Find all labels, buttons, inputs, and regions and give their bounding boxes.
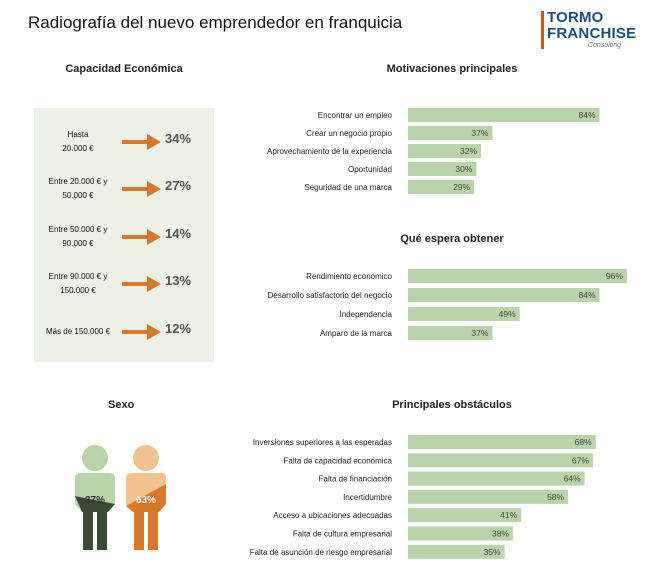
obstaculos-value-label: 68% <box>575 437 592 447</box>
obstaculos-category-label: Incertidumbre <box>343 493 392 502</box>
capacidad-row: Entre 90.000 € y 150.000 € 13% <box>34 267 214 301</box>
obstaculos-title: Principales obstáculos <box>392 399 512 411</box>
motivaciones-category-label: Aprovechamiento de la experiencia <box>267 147 393 156</box>
capacidad-row: Más de 150.000 € 12% <box>34 315 214 349</box>
capacidad-title: Capacidad Económica <box>65 63 183 75</box>
obstaculos-bar <box>408 489 569 504</box>
female-leg-right <box>148 510 158 550</box>
company-logo: TORMO FRANCHISE Consulting <box>541 9 641 53</box>
motivaciones-bar <box>408 144 481 158</box>
arrow-right-icon <box>122 229 161 245</box>
arrow-right-icon <box>122 181 161 197</box>
espera-value-label: 96% <box>606 271 623 281</box>
espera-category-label: Amparo de la marca <box>320 329 393 338</box>
sexo-figures: 37% 63% <box>75 445 166 550</box>
obstaculos-value-label: 38% <box>492 529 509 539</box>
espera-title: Qué espera obtener <box>400 233 504 245</box>
obstaculos-bar <box>408 435 596 449</box>
arrow-right-icon <box>122 324 161 340</box>
male-percentage: 37% <box>85 495 105 506</box>
espera-bar <box>408 269 627 283</box>
obstaculos-value-label: 64% <box>564 474 581 484</box>
logo-line-1: TORMO <box>547 9 604 26</box>
motivaciones-bar <box>408 180 475 194</box>
female-leg-left <box>134 510 144 550</box>
obstaculos-category-label: Inversiones superiores a las esperadas <box>253 438 392 447</box>
logo-accent-bar <box>541 11 544 49</box>
espera-value-label: 49% <box>499 309 516 319</box>
capacidad-percentage: 27% <box>165 178 192 193</box>
female-torso-dark <box>126 484 166 512</box>
obstaculos-bar <box>408 471 585 486</box>
obstaculos-bar <box>408 508 522 523</box>
capacidad-percentage: 12% <box>165 321 192 336</box>
male-leg-right <box>97 510 107 550</box>
obstaculos-value-label: 41% <box>500 510 517 520</box>
male-leg-left <box>83 510 93 550</box>
espera-bar <box>408 326 493 340</box>
capacidad-row: Entre 50.000 € y 90.000 € 14% <box>34 220 214 254</box>
motivaciones-bar <box>408 162 477 176</box>
male-figure-icon: 37% <box>75 445 115 550</box>
obstaculos-category-label: Falta de asunción de riesgo empresarial <box>250 548 393 557</box>
logo-line-2: FRANCHISE <box>547 25 637 42</box>
female-figure-icon: 63% <box>126 445 166 550</box>
obstaculos-category-label: Falta de cultura empresarial <box>293 530 392 539</box>
capacidad-label: Entre 20.000 € y 50.000 € <box>48 177 108 200</box>
capacidad-percentage: 14% <box>165 226 192 241</box>
motivaciones-bar <box>408 108 600 122</box>
capacidad-label: Entre 50.000 € y 90.000 € <box>48 225 108 248</box>
espera-value-label: 84% <box>578 290 595 300</box>
sexo-title: Sexo <box>108 399 135 411</box>
motivaciones-category-label: Encontrar un empleo <box>318 111 393 120</box>
capacidad-percentage: 34% <box>165 131 192 146</box>
obstaculos-bar <box>408 544 505 559</box>
motivaciones-value-label: 30% <box>455 164 472 174</box>
motivaciones-value-label: 32% <box>460 146 477 156</box>
motivaciones-category-label: Seguridad de una marca <box>304 183 392 192</box>
obstaculos-value-label: 35% <box>484 547 501 557</box>
espera-category-label: Independencia <box>340 310 393 319</box>
espera-bar <box>408 288 600 302</box>
espera-category-label: Desarrollo satisfactorio del negocio <box>267 291 392 300</box>
obstaculos-value-label: 58% <box>547 492 564 502</box>
motivaciones-bar <box>408 126 493 140</box>
motivaciones-category-label: Oportunidad <box>348 165 392 174</box>
obstaculos-value-label: 67% <box>572 455 589 465</box>
obstaculos-bar <box>408 453 593 468</box>
motivaciones-value-label: 29% <box>453 182 470 192</box>
male-head <box>82 445 108 471</box>
motivaciones-title: Motivaciones principales <box>386 63 518 75</box>
obstaculos-category-label: Falta de capacidad económica <box>283 456 392 465</box>
capacidad-percentage: 13% <box>165 273 192 288</box>
male-torso-dark <box>75 496 115 512</box>
female-percentage: 63% <box>136 495 156 506</box>
logo-line-3: Consulting <box>587 42 621 49</box>
arrow-right-icon <box>122 134 161 150</box>
obstaculos-bar <box>408 526 513 541</box>
capacidad-label: Más de 150.000 € <box>45 327 111 336</box>
capacidad-label: Hasta 20.000 € <box>62 130 94 153</box>
motivaciones-category-label: Crear un negocio propio <box>306 129 392 138</box>
obstaculos-category-label: Falta de financiación <box>319 475 392 484</box>
female-head <box>133 445 159 471</box>
page-title: Radiografía del nuevo emprendedor en fra… <box>28 13 403 32</box>
obstaculos-category-label: Acceso a ubicaciones adecuadas <box>273 511 392 520</box>
motivaciones-value-label: 37% <box>471 128 488 138</box>
motivaciones-value-label: 84% <box>578 110 595 120</box>
capacidad-row: Hasta 20.000 € 34% <box>34 125 214 159</box>
capacidad-row: Entre 20.000 € y 50.000 € 27% <box>34 172 214 206</box>
espera-category-label: Rendimiento económico <box>306 272 392 281</box>
capacidad-label: Entre 90.000 € y 150.000 € <box>48 272 108 295</box>
espera-value-label: 37% <box>471 328 488 338</box>
espera-bar <box>408 307 520 321</box>
arrow-right-icon <box>122 276 161 292</box>
